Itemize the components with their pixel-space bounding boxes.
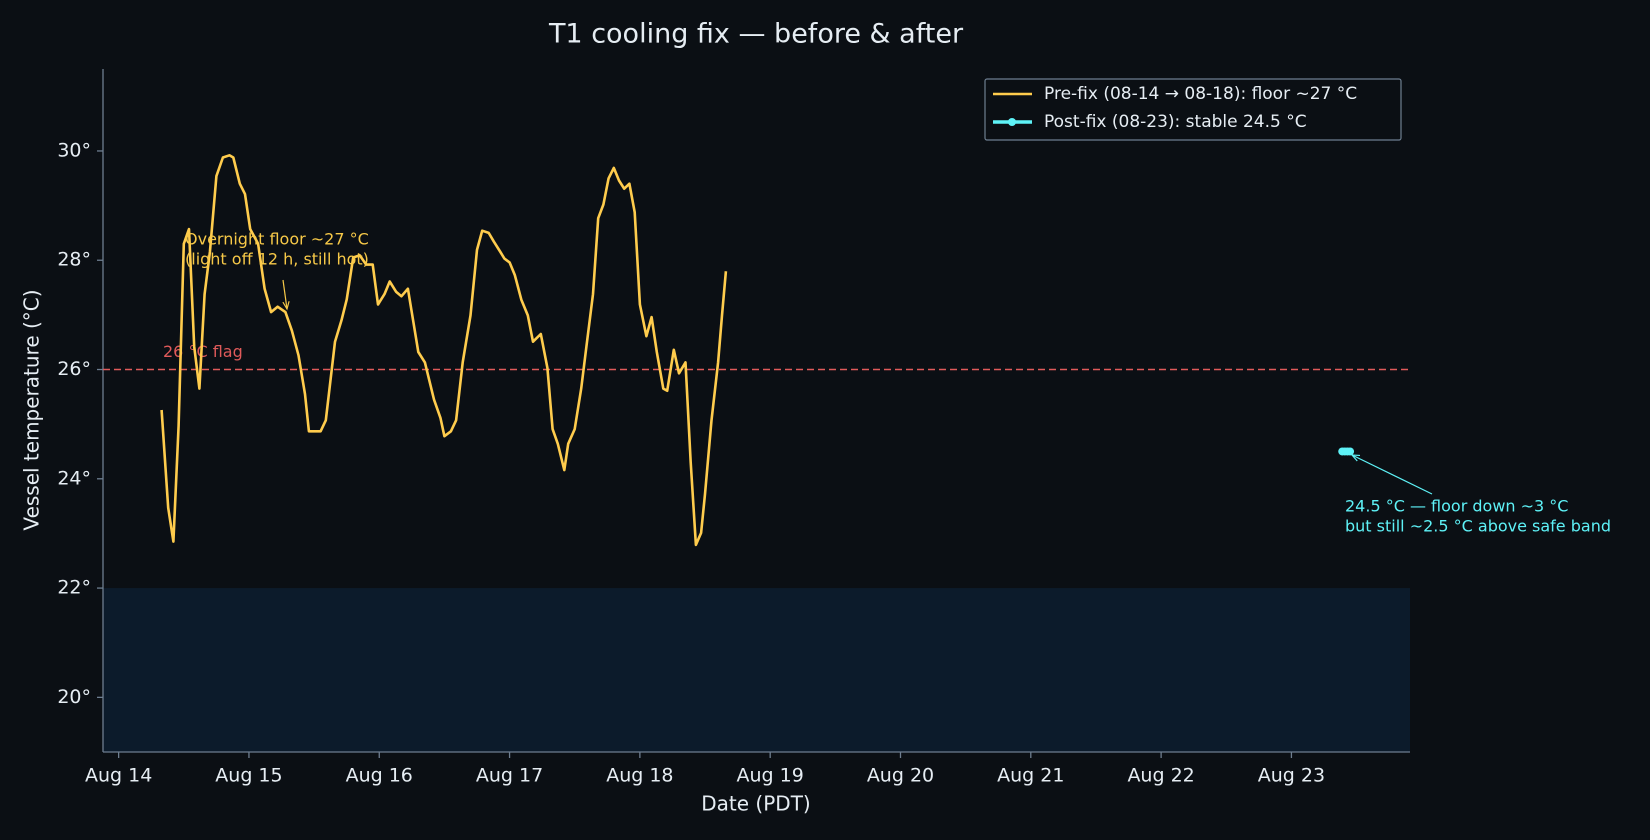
annotation-arrowhead (1350, 454, 1361, 462)
x-tick-label: Aug 14 (85, 765, 152, 787)
x-tick-label: Aug 19 (737, 765, 804, 787)
legend-marker (1008, 118, 1016, 126)
x-tick-label: Aug 22 (1127, 765, 1194, 787)
legend-label: Pre-fix (08-14 → 08-18): floor ~27 °C (1044, 84, 1357, 104)
series-marker (1346, 447, 1355, 456)
series-line (160, 154, 728, 547)
annotation-text: but still ~2.5 °C above safe band (1345, 517, 1611, 536)
x-axis-label: Date (PDT) (701, 792, 810, 816)
annotation-arrow (282, 279, 288, 310)
annotation-text: Overnight floor ~27 °C (185, 230, 369, 249)
x-tick-label: Aug 15 (215, 765, 282, 787)
legend-box (984, 78, 1402, 141)
legend-label: Post-fix (08-23): stable 24.5 °C (1044, 112, 1307, 132)
threshold-label: 26 °C flag (163, 342, 243, 361)
x-tick-label: Aug 17 (476, 765, 543, 787)
y-tick-label: 24° (57, 467, 91, 489)
x-tick-label: Aug 18 (606, 765, 673, 787)
y-tick-label: 26° (57, 358, 91, 380)
annotation-arrow (1351, 454, 1433, 495)
x-tick-label: Aug 21 (997, 765, 1064, 787)
safe-band (103, 588, 1410, 752)
y-tick-label: 28° (57, 249, 91, 271)
x-tick-label: Aug 23 (1258, 765, 1325, 787)
y-axis-label: Vessel temperature (°C) (20, 289, 44, 530)
annotation-arrowhead (282, 301, 290, 311)
chart-title: T1 cooling fix — before & after (548, 19, 964, 50)
y-tick-label: 30° (57, 139, 91, 161)
annotation-text: 24.5 °C — floor down ~3 °C (1345, 497, 1568, 516)
y-tick-label: 22° (57, 577, 91, 599)
x-tick-label: Aug 20 (867, 765, 934, 787)
x-tick-label: Aug 16 (346, 765, 413, 787)
annotation-text: (light off 12 h, still hot) (185, 250, 369, 269)
y-tick-label: 20° (57, 686, 91, 708)
